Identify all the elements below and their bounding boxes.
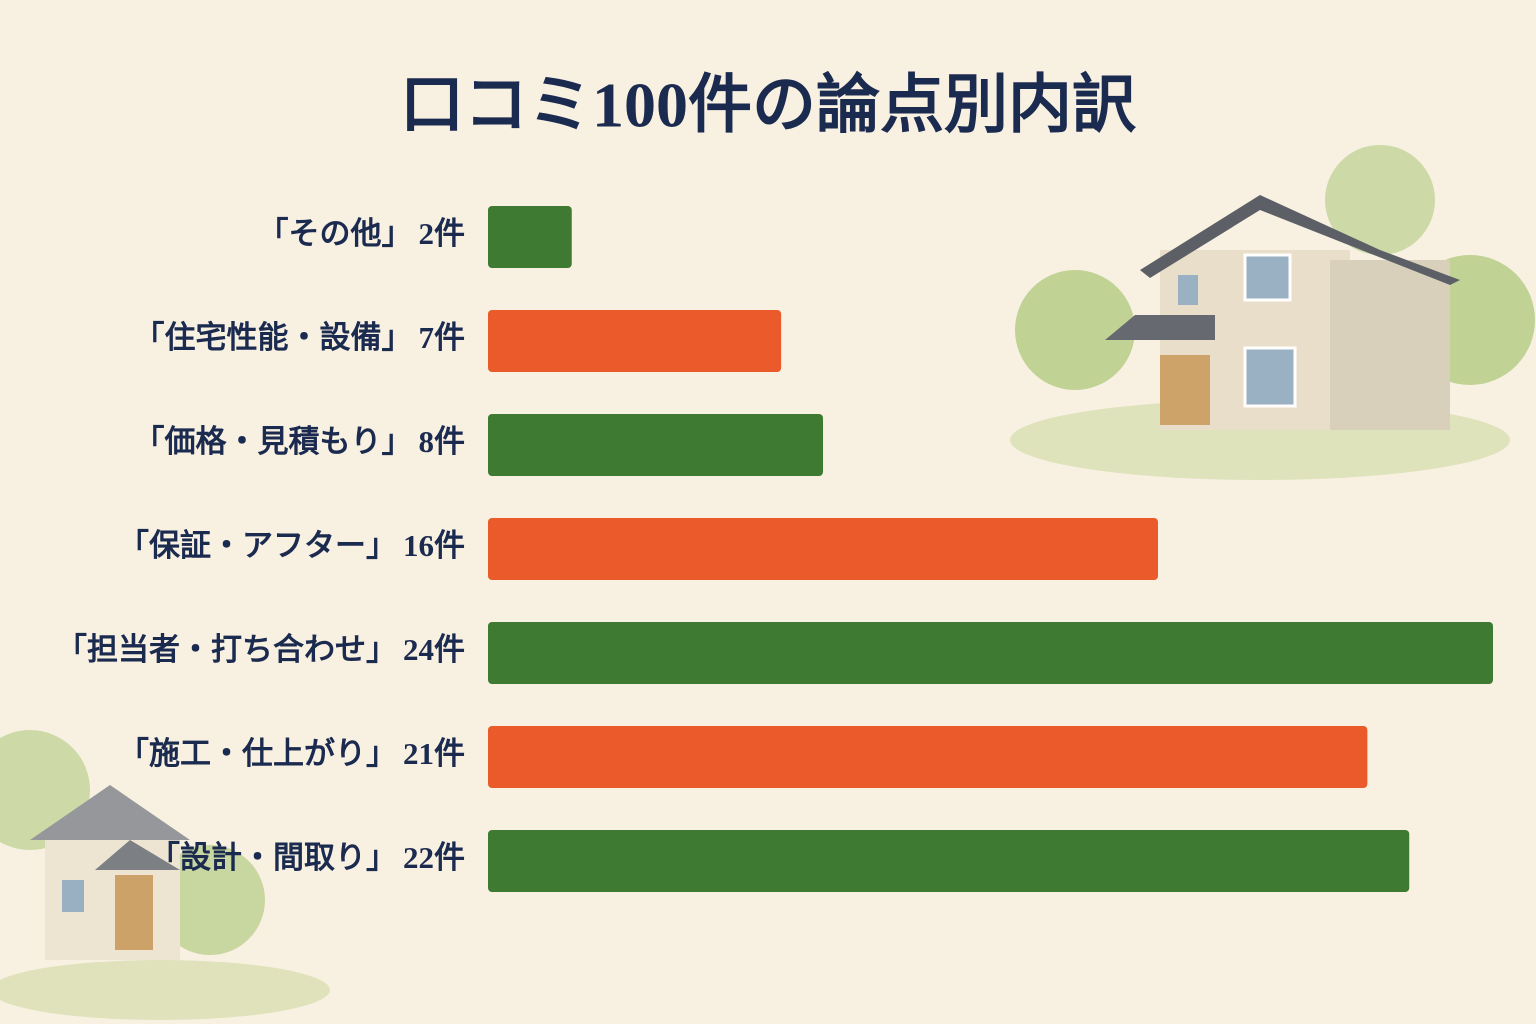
bar — [488, 206, 572, 268]
bar — [488, 518, 1158, 580]
bar — [488, 830, 1410, 892]
chart-title: 口コミ100件の論点別内訳 — [400, 70, 1137, 141]
bar — [488, 414, 823, 476]
category-name: 「住宅性能・設備」 — [134, 320, 413, 355]
house-illustration — [1010, 145, 1535, 480]
category-label: 「担当者・打ち合わせ」 24件 — [56, 632, 465, 667]
category-name: 「その他」 — [258, 216, 413, 251]
value-label: 24件 — [403, 632, 465, 667]
category-label: 「住宅性能・設備」 7件 — [134, 320, 466, 355]
category-name: 「担当者・打ち合わせ」 — [56, 632, 397, 667]
value-label: 8件 — [419, 424, 466, 459]
bar — [488, 310, 782, 372]
bar — [488, 726, 1368, 788]
category-label: 「設計・間取り」 22件 — [149, 840, 465, 875]
bar — [488, 622, 1493, 684]
value-label: 22件 — [403, 840, 465, 875]
value-label: 7件 — [419, 320, 466, 355]
category-name: 「保証・アフター」 — [118, 528, 397, 563]
value-label: 16件 — [403, 528, 465, 563]
category-label: 「その他」 2件 — [258, 216, 466, 251]
category-label: 「施工・仕上がり」 21件 — [118, 736, 465, 771]
value-label: 21件 — [403, 736, 465, 771]
category-name: 「価格・見積もり」 — [134, 424, 413, 459]
category-name: 「施工・仕上がり」 — [118, 736, 397, 771]
small-house-illustration — [0, 730, 330, 1020]
category-label: 「保証・アフター」 16件 — [118, 528, 465, 563]
category-label: 「価格・見積もり」 8件 — [134, 424, 466, 459]
category-name: 「設計・間取り」 — [149, 840, 397, 875]
value-label: 2件 — [419, 216, 466, 251]
